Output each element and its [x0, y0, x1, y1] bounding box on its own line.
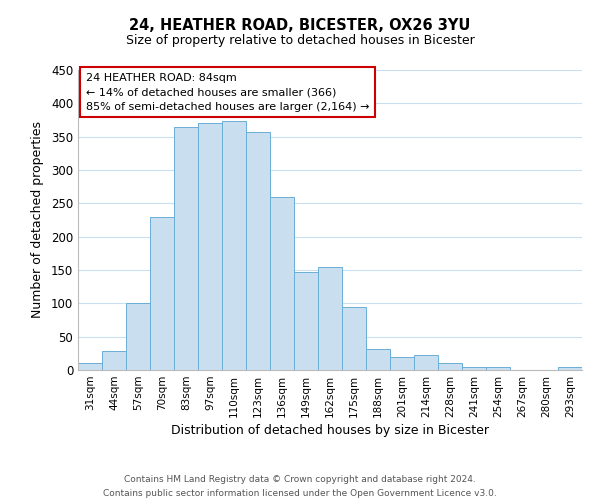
Bar [414, 356, 438, 370]
Text: Size of property relative to detached houses in Bicester: Size of property relative to detached ho… [125, 34, 475, 47]
Bar [78, 364, 102, 370]
Bar [366, 348, 390, 370]
Bar [486, 366, 510, 370]
Bar [246, 132, 270, 370]
Bar [270, 196, 294, 370]
Bar [558, 368, 582, 370]
Y-axis label: Number of detached properties: Number of detached properties [31, 122, 44, 318]
Bar [126, 304, 150, 370]
Bar [342, 306, 366, 370]
Bar [150, 216, 174, 370]
Text: Contains HM Land Registry data © Crown copyright and database right 2024.
Contai: Contains HM Land Registry data © Crown c… [103, 476, 497, 498]
Bar [222, 122, 246, 370]
Bar [294, 272, 318, 370]
Bar [438, 362, 462, 370]
Bar [198, 124, 222, 370]
Bar [174, 126, 198, 370]
Text: 24 HEATHER ROAD: 84sqm
← 14% of detached houses are smaller (366)
85% of semi-de: 24 HEATHER ROAD: 84sqm ← 14% of detached… [86, 73, 369, 112]
X-axis label: Distribution of detached houses by size in Bicester: Distribution of detached houses by size … [171, 424, 489, 437]
Bar [390, 356, 414, 370]
Bar [318, 268, 342, 370]
Bar [462, 368, 486, 370]
Bar [102, 352, 126, 370]
Text: 24, HEATHER ROAD, BICESTER, OX26 3YU: 24, HEATHER ROAD, BICESTER, OX26 3YU [130, 18, 470, 32]
